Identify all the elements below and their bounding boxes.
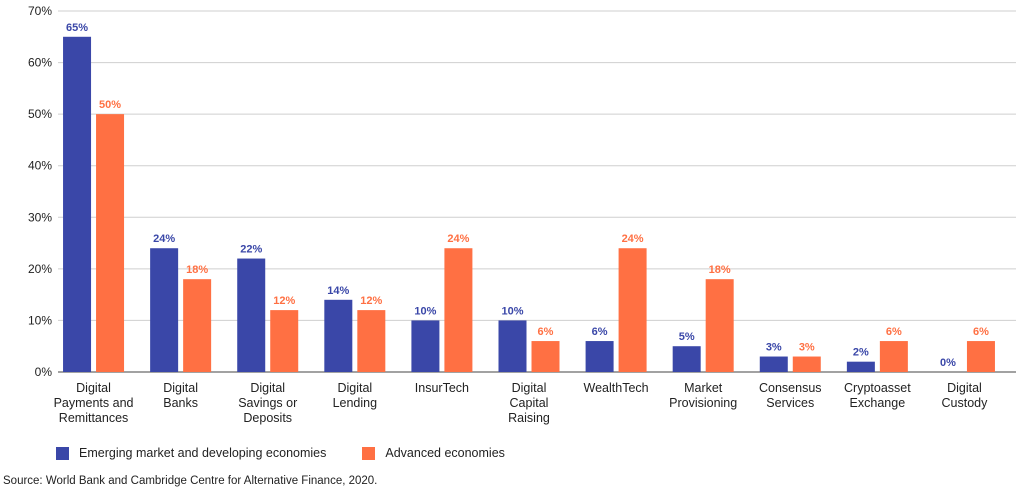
y-tick-label: 50% [28,107,52,121]
bar-emerging [324,299,353,372]
category-label: InsurTech [415,381,469,395]
bar-emerging [411,320,440,372]
bar-emerging [759,356,788,372]
data-label: 6% [973,326,989,338]
category-label: Consensus Services [759,381,822,410]
category-label: Digital Payments and Remittances [54,381,134,425]
bar-advanced [96,114,125,373]
bar-advanced [444,248,473,372]
y-tick-label: 20% [28,262,52,276]
bar-advanced [705,279,734,372]
data-label: 6% [538,326,554,338]
category-label-line: Savings or [238,396,297,410]
category-label-line: Banks [163,396,198,410]
category-label-line: Raising [508,411,550,425]
category-label-line: Lending [333,396,378,410]
bar-advanced [183,279,212,372]
category-label: WealthTech [584,381,649,395]
category-label-line: Digital [163,381,198,395]
source-note: Source: World Bank and Cambridge Centre … [3,475,378,487]
bar-emerging [846,361,875,372]
data-label: 12% [360,295,382,307]
bar-advanced [792,356,821,372]
category-label-line: Provisioning [669,396,737,410]
category-label: Digital Custody [942,381,989,410]
bar-emerging [237,258,266,372]
data-label: 14% [327,285,349,297]
category-label: Digital Capital Raising [508,381,550,425]
bar-advanced [531,341,560,372]
legend: Emerging market and developing economies… [56,446,541,460]
data-label: 24% [622,233,644,245]
bar-advanced [879,341,908,372]
category-label: Digital Lending [333,381,378,410]
data-label: 12% [273,295,295,307]
y-tick-label: 40% [28,159,52,173]
category-label-line: Digital [250,381,285,395]
y-tick-label: 70% [28,4,52,18]
category-label-line: Deposits [243,411,292,425]
category-label-line: Capital [510,396,549,410]
legend-swatch-advanced [362,446,376,460]
category-label-line: Consensus [759,381,822,395]
bar-emerging [672,346,701,372]
data-label: 18% [709,264,731,276]
legend-swatch-emerging [56,446,69,460]
legend-item-emerging: Emerging market and developing economies [56,446,326,460]
bar-emerging [63,36,92,373]
data-label: 0% [940,357,956,369]
data-label: 10% [414,305,436,317]
y-tick-label: 60% [28,56,52,70]
legend-label-emerging: Emerging market and developing economies [79,446,327,460]
category-label-line: Services [766,396,814,410]
data-label: 22% [240,244,262,256]
category-label-line: Custody [942,396,989,410]
category-label-line: Market [684,381,723,395]
data-label: 5% [679,331,695,343]
bar-advanced [618,248,647,372]
data-label: 10% [501,305,523,317]
bar-advanced [966,341,995,372]
bar-emerging [150,248,179,372]
category-label-line: Exchange [850,396,906,410]
legend-item-advanced: Advanced economies [362,446,505,460]
y-tick-label: 10% [28,313,52,327]
data-label: 6% [886,326,902,338]
category-label-line: WealthTech [584,381,649,395]
category-label-line: Cryptoasset [844,381,911,395]
bar-emerging [498,320,527,372]
bar-emerging [585,341,614,372]
category-label: Cryptoasset Exchange [844,381,911,410]
legend-label-advanced: Advanced economies [385,446,505,460]
category-label-line: Digital [337,381,372,395]
category-label: Digital Savings or Deposits [238,381,297,425]
bar-advanced [357,310,386,372]
category-label: Market Provisioning [669,381,737,410]
data-label: 24% [153,233,175,245]
data-label: 50% [99,99,121,111]
category-label-line: Digital [512,381,547,395]
category-label-line: Payments and [54,396,134,410]
category-label-line: Digital [947,381,982,395]
category-label: Digital Banks [163,381,198,410]
bar-chart: 0%10%20%30%40%50%60%70%65%50%Digital Paym… [28,4,1016,425]
data-label: 2% [853,347,869,359]
data-label: 3% [766,342,782,354]
data-label: 3% [799,342,815,354]
bar-advanced [270,310,299,372]
data-label: 18% [186,264,208,276]
y-tick-label: 0% [35,365,53,379]
category-label-line: Remittances [59,411,128,425]
data-label: 24% [447,233,469,245]
data-label: 6% [592,326,608,338]
y-tick-label: 30% [28,210,52,224]
category-label-line: InsurTech [415,381,469,395]
category-label-line: Digital [76,381,111,395]
data-label: 65% [66,22,88,34]
